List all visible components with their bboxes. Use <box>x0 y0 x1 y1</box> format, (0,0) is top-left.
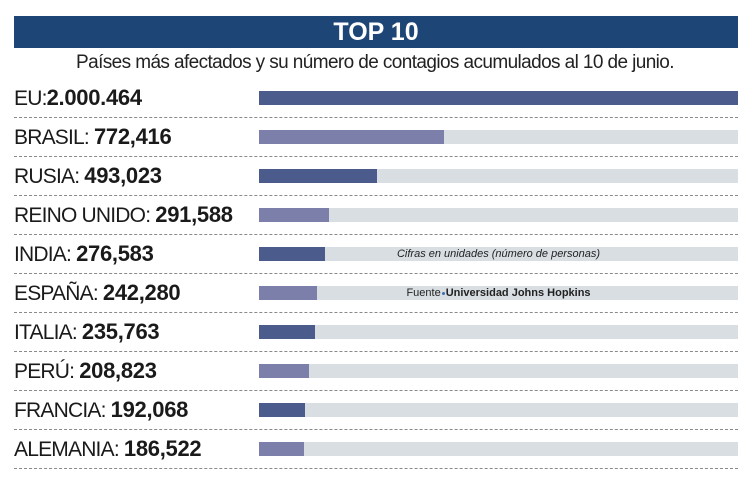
source-note: Fuente Universidad Johns Hopkins <box>259 286 738 300</box>
country-name: PERÚ <box>14 360 70 383</box>
bar-row: ITALIA: 235,763 <box>14 312 738 352</box>
country-name: RUSIA <box>14 165 75 188</box>
value-label: 291,588 <box>155 202 233 227</box>
bar-row: ESPAÑA: 242,280 Fuente Universidad Johns H… <box>14 273 738 313</box>
country-name: ESPAÑA <box>14 282 94 305</box>
bar <box>259 208 329 222</box>
value-label: 242,280 <box>102 280 181 305</box>
country-label: PERÚ: 208,823 <box>14 358 157 383</box>
country-label: ITALIA: 235,763 <box>14 319 160 344</box>
country-label: INDIA: 276,583 <box>14 241 154 266</box>
value-label: 493,023 <box>84 163 162 188</box>
chart-subtitle: Países más afectados y su número de cont… <box>76 52 675 73</box>
bar <box>259 169 378 183</box>
value-label: 192,068 <box>110 397 189 422</box>
country-name: ALEMANIA <box>14 438 115 461</box>
country-name: ITALIA <box>14 321 73 344</box>
country-label: RUSIA: 493,023 <box>14 163 162 188</box>
bar-track: Fuente Universidad Johns Hopkins <box>259 286 738 300</box>
bar-row: FRANCIA: 192,068 <box>14 390 738 430</box>
bar-row: INDIA: 276,583 Cifras en unidades (número… <box>14 234 738 274</box>
bar-row: RUSIA: 493,023 <box>14 156 738 196</box>
bar-row: PERÚ: 208,823 <box>14 351 738 391</box>
value-label: 235,763 <box>81 319 160 344</box>
bar <box>259 286 317 300</box>
country-name: FRANCIA <box>14 399 101 422</box>
country-label: ALEMANIA: 186,522 <box>14 436 202 461</box>
bar-track <box>259 442 738 456</box>
bar-row: REINO UNIDO: 291,588 <box>14 195 738 235</box>
value-label: 772,416 <box>93 124 172 149</box>
country-name: EU <box>14 87 42 110</box>
bar-row: ALEMANIA: 186,522 <box>14 429 738 469</box>
country-label: FRANCIA: 192,068 <box>14 397 189 422</box>
bar-track <box>259 364 738 378</box>
bar <box>259 403 305 417</box>
country-label: REINO UNIDO: 291,588 <box>14 202 233 227</box>
bar <box>259 442 304 456</box>
bar <box>259 247 326 261</box>
country-label: BRASIL: 772,416 <box>14 124 172 149</box>
bar-row: EU:2.000.464 <box>14 78 738 118</box>
bar-track <box>259 169 738 183</box>
country-name: BRASIL <box>14 126 85 149</box>
bar-track <box>259 325 738 339</box>
country-label: EU:2.000.464 <box>14 85 142 110</box>
bar <box>259 130 444 144</box>
source-name: Universidad Johns Hopkins <box>445 287 591 299</box>
value-label: 276,583 <box>76 241 154 266</box>
country-name: INDIA <box>14 243 67 266</box>
bar-track <box>259 91 738 105</box>
value-label: 208,823 <box>79 358 157 383</box>
country-label: ESPAÑA: 242,280 <box>14 280 181 305</box>
bar <box>259 364 309 378</box>
bar-track <box>259 208 738 222</box>
bar-track: Cifras en unidades (número de personas) <box>259 247 738 261</box>
country-name: REINO UNIDO <box>14 204 146 227</box>
value-label: 2.000.464 <box>46 85 142 110</box>
value-label: 186,522 <box>123 436 202 461</box>
source-label: Fuente <box>406 287 441 299</box>
chart-title: TOP 10 <box>14 16 738 48</box>
bar-track <box>259 403 738 417</box>
bar <box>259 325 316 339</box>
bar-track <box>259 130 738 144</box>
units-note: Cifras en unidades (número de personas) <box>396 248 600 260</box>
bar-row: BRASIL: 772,416 <box>14 117 738 157</box>
bar <box>259 91 738 105</box>
separator-dot <box>441 291 445 295</box>
